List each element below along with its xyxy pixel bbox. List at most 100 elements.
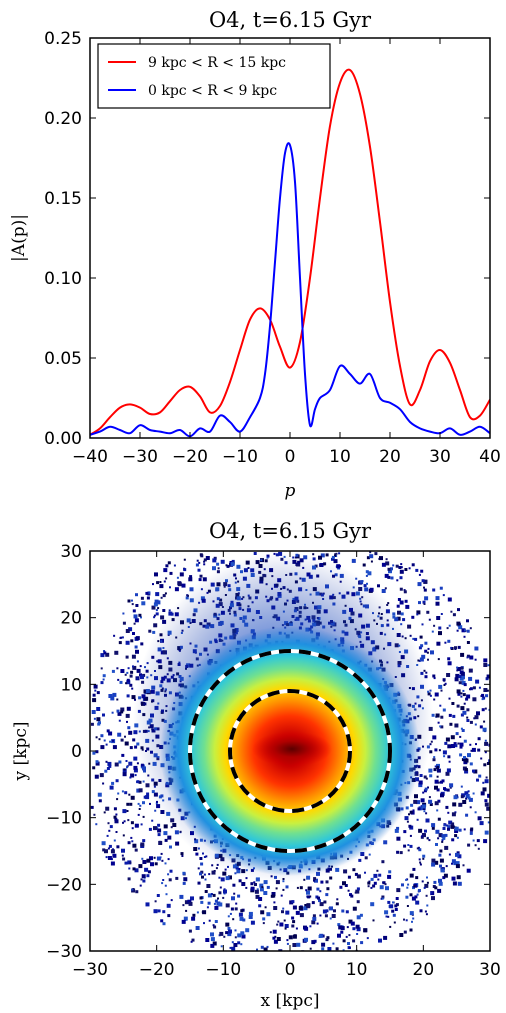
particle-pixel bbox=[487, 821, 490, 824]
inner-circle-r9 bbox=[228, 689, 352, 813]
particle-pixel bbox=[381, 562, 386, 567]
particle-pixel bbox=[435, 596, 440, 601]
particle-pixel bbox=[241, 882, 246, 886]
particle-pixel bbox=[198, 578, 202, 582]
top-y-tick-label: 0.25 bbox=[44, 29, 82, 49]
particle-pixel bbox=[447, 811, 450, 814]
particle-pixel bbox=[306, 890, 310, 895]
particle-pixel bbox=[356, 927, 361, 932]
particle-pixel bbox=[457, 854, 462, 859]
particle-pixel bbox=[417, 846, 420, 849]
particle-pixel bbox=[409, 834, 412, 837]
particle-pixel bbox=[120, 669, 125, 673]
particle-pixel bbox=[403, 844, 407, 848]
particle-pixel bbox=[111, 711, 114, 714]
particle-pixel bbox=[398, 566, 402, 569]
particle-pixel bbox=[130, 639, 134, 643]
particle-pixel bbox=[191, 938, 195, 942]
particle-pixel bbox=[403, 830, 407, 834]
particle-pixel bbox=[136, 762, 139, 765]
particle-pixel bbox=[466, 708, 470, 712]
particle-pixel bbox=[139, 884, 142, 887]
particle-pixel bbox=[126, 678, 130, 682]
particle-pixel bbox=[169, 869, 173, 873]
particle-pixel bbox=[129, 802, 133, 806]
particle-pixel bbox=[393, 921, 396, 924]
particle-pixel bbox=[250, 882, 254, 886]
particle-pixel bbox=[474, 723, 477, 726]
particle-pixel bbox=[153, 909, 158, 914]
particle-pixel bbox=[387, 900, 391, 904]
particle-pixel bbox=[126, 706, 131, 711]
particle-pixel bbox=[258, 897, 263, 901]
particle-pixel bbox=[122, 821, 124, 824]
particle-pixel bbox=[423, 603, 426, 605]
particle-pixel bbox=[110, 858, 113, 861]
particle-pixel bbox=[322, 909, 327, 914]
particle-pixel bbox=[466, 619, 469, 623]
top-y-axis-label: |A(p)| bbox=[9, 214, 29, 262]
particle-pixel bbox=[332, 942, 335, 945]
particle-pixel bbox=[157, 823, 161, 827]
particle-pixel bbox=[95, 760, 99, 764]
particle-pixel bbox=[459, 753, 463, 757]
particle-pixel bbox=[131, 840, 134, 843]
particle-pixel bbox=[442, 678, 446, 682]
particle-pixel bbox=[320, 880, 324, 884]
particle-pixel bbox=[474, 844, 477, 847]
particle-pixel bbox=[384, 573, 389, 578]
particle-pixel bbox=[280, 894, 283, 897]
particle-pixel bbox=[203, 558, 207, 562]
particle-pixel bbox=[164, 592, 167, 595]
particle-pixel bbox=[130, 670, 134, 674]
particle-pixel bbox=[482, 727, 487, 732]
particle-pixel bbox=[421, 654, 426, 659]
particle-pixel bbox=[438, 626, 442, 630]
particle-pixel bbox=[458, 681, 462, 685]
particle-pixel bbox=[160, 615, 165, 620]
particle-pixel bbox=[138, 780, 142, 784]
particle-pixel bbox=[403, 918, 405, 921]
particle-pixel bbox=[123, 768, 126, 771]
particle-pixel bbox=[453, 742, 457, 746]
particle-pixel bbox=[345, 910, 349, 914]
particle-pixel bbox=[406, 820, 409, 823]
particle-pixel bbox=[434, 860, 439, 865]
particle-pixel bbox=[456, 667, 461, 671]
particle-pixel bbox=[90, 805, 94, 809]
particle-pixel bbox=[466, 694, 471, 699]
particle-pixel bbox=[448, 624, 451, 627]
particle-pixel bbox=[356, 887, 360, 891]
particle-pixel bbox=[333, 559, 338, 564]
particle-pixel bbox=[136, 780, 140, 784]
particle-pixel bbox=[195, 926, 200, 930]
particle-pixel bbox=[263, 891, 268, 895]
particle-pixel bbox=[200, 870, 204, 874]
bottom-x-tick-label: −30 bbox=[72, 960, 108, 980]
particle-pixel bbox=[456, 629, 459, 632]
particle-pixel bbox=[214, 905, 219, 910]
particle-pixel bbox=[135, 604, 139, 607]
particle-pixel bbox=[335, 902, 339, 906]
particle-pixel bbox=[427, 786, 429, 789]
particle-pixel bbox=[396, 579, 399, 582]
particle-pixel bbox=[264, 906, 267, 909]
particle-pixel bbox=[409, 810, 413, 814]
particle-pixel bbox=[372, 884, 376, 888]
particle-pixel bbox=[130, 821, 134, 825]
top-x-tick-label: −40 bbox=[72, 447, 108, 467]
particle-pixel bbox=[132, 738, 136, 742]
particle-pixel bbox=[205, 556, 210, 560]
particle-pixel bbox=[292, 905, 297, 910]
particle-pixel bbox=[449, 783, 454, 788]
particle-pixel bbox=[446, 788, 450, 792]
particle-pixel bbox=[485, 694, 489, 698]
particle-pixel bbox=[102, 674, 106, 678]
particle-pixel bbox=[217, 567, 220, 570]
particle-pixel bbox=[351, 558, 356, 563]
particle-pixel bbox=[479, 725, 483, 729]
particle-pixel bbox=[325, 909, 329, 913]
particle-pixel bbox=[423, 775, 427, 779]
particle-pixel bbox=[465, 794, 470, 798]
particle-pixel bbox=[413, 885, 416, 888]
